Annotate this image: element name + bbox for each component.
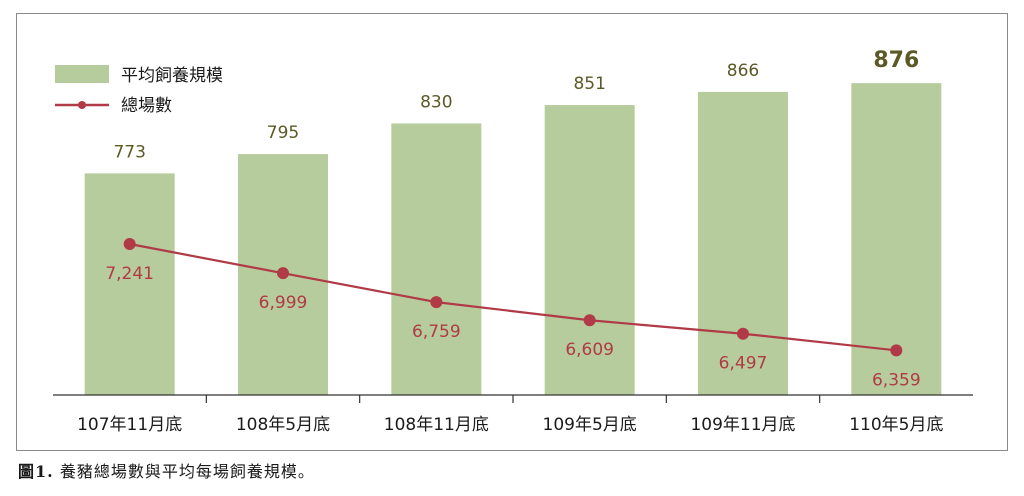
line-value-label: 6,497 (719, 354, 768, 374)
bar (84, 173, 175, 395)
bar (391, 123, 482, 395)
bar-value-label: 851 (573, 74, 605, 94)
line-point (583, 314, 596, 327)
line-point (890, 344, 903, 357)
line-point (277, 267, 289, 280)
figure-caption: 圖1. 養豬總場數與平均每場飼養規模。 (18, 458, 315, 482)
bar-value-label: 830 (420, 92, 452, 112)
legend-bar-swatch (55, 65, 109, 83)
x-tick-label: 110年5月底 (849, 415, 943, 435)
bar-value-label: 795 (267, 123, 299, 143)
line-value-label: 6,609 (565, 340, 614, 360)
line-value-label: 6,759 (412, 322, 461, 342)
legend-bar-label: 平均飼養規模 (121, 66, 223, 86)
line-point (737, 327, 749, 340)
chart-frame: 平均飼養規模 總場數 773 795 830 851 866 876 7,241 6,999… (16, 13, 1008, 451)
legend: 平均飼養規模 總場數 (55, 65, 223, 116)
bar (544, 105, 635, 395)
caption-text: 養豬總場數與平均每場飼養規模。 (59, 462, 315, 481)
legend-line-marker (78, 101, 86, 109)
x-tick-label: 108年5月底 (236, 415, 330, 435)
x-tick-label: 108年11月底 (384, 415, 489, 435)
x-tick-label: 107年11月底 (77, 415, 182, 435)
bar-value-label: 773 (113, 142, 145, 162)
line-value-label: 7,241 (105, 264, 154, 284)
chart-svg: 平均飼養規模 總場數 773 795 830 851 866 876 7,241 6,999… (53, 48, 973, 435)
line-point (430, 296, 443, 309)
line-value-label: 6,359 (872, 370, 921, 390)
bar (851, 83, 942, 396)
caption-number: 圖1. (18, 462, 54, 481)
series-line (129, 242, 897, 352)
bar-value-label: 866 (727, 61, 759, 81)
bar-value-label: 876 (873, 48, 919, 73)
line-point (123, 238, 136, 250)
bar (698, 91, 788, 396)
legend-line-label: 總場數 (121, 96, 172, 116)
line-value-label: 6,999 (259, 293, 308, 313)
x-tick-label: 109年5月底 (543, 415, 637, 435)
x-tick-label: 109年11月底 (690, 415, 795, 435)
